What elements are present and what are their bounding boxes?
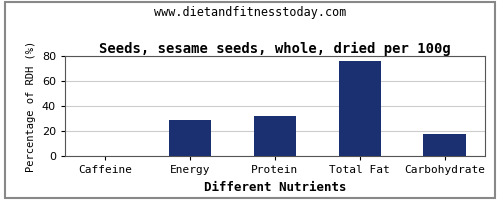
Y-axis label: Percentage of RDH (%): Percentage of RDH (%) xyxy=(26,40,36,172)
Bar xyxy=(338,61,381,156)
Title: Seeds, sesame seeds, whole, dried per 100g: Seeds, sesame seeds, whole, dried per 10… xyxy=(99,42,451,56)
Bar xyxy=(424,134,466,156)
Bar xyxy=(169,120,212,156)
Text: www.dietandfitnesstoday.com: www.dietandfitnesstoday.com xyxy=(154,6,346,19)
X-axis label: Different Nutrients: Different Nutrients xyxy=(204,181,346,194)
Bar xyxy=(254,116,296,156)
